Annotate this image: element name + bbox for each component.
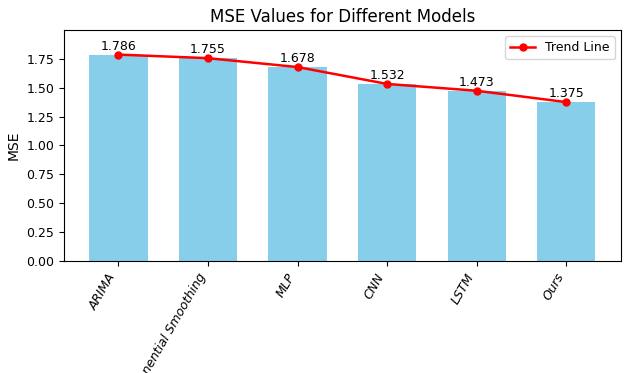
Text: 1.678: 1.678 bbox=[280, 52, 316, 65]
Trend Line bbox=[383, 82, 391, 86]
Trend Line bbox=[294, 65, 301, 69]
Y-axis label: MSE: MSE bbox=[7, 131, 20, 160]
Bar bbox=[447, 91, 506, 261]
Title: MSE Values for Different Models: MSE Values for Different Models bbox=[210, 7, 475, 25]
Trend Line bbox=[115, 52, 122, 57]
Legend: Trend Line: Trend Line bbox=[505, 36, 614, 59]
Bar bbox=[90, 54, 148, 261]
Bar bbox=[537, 102, 595, 261]
Line: Trend Line: Trend Line bbox=[115, 51, 570, 106]
Trend Line bbox=[204, 56, 212, 60]
Bar bbox=[358, 84, 416, 261]
Text: 1.375: 1.375 bbox=[548, 87, 584, 100]
Trend Line bbox=[473, 88, 481, 93]
Trend Line bbox=[563, 100, 570, 104]
Text: 1.532: 1.532 bbox=[369, 69, 405, 82]
Text: 1.786: 1.786 bbox=[100, 40, 136, 53]
Text: 1.473: 1.473 bbox=[459, 76, 495, 89]
Text: 1.755: 1.755 bbox=[190, 43, 226, 56]
Bar bbox=[269, 67, 327, 261]
Bar bbox=[179, 58, 237, 261]
